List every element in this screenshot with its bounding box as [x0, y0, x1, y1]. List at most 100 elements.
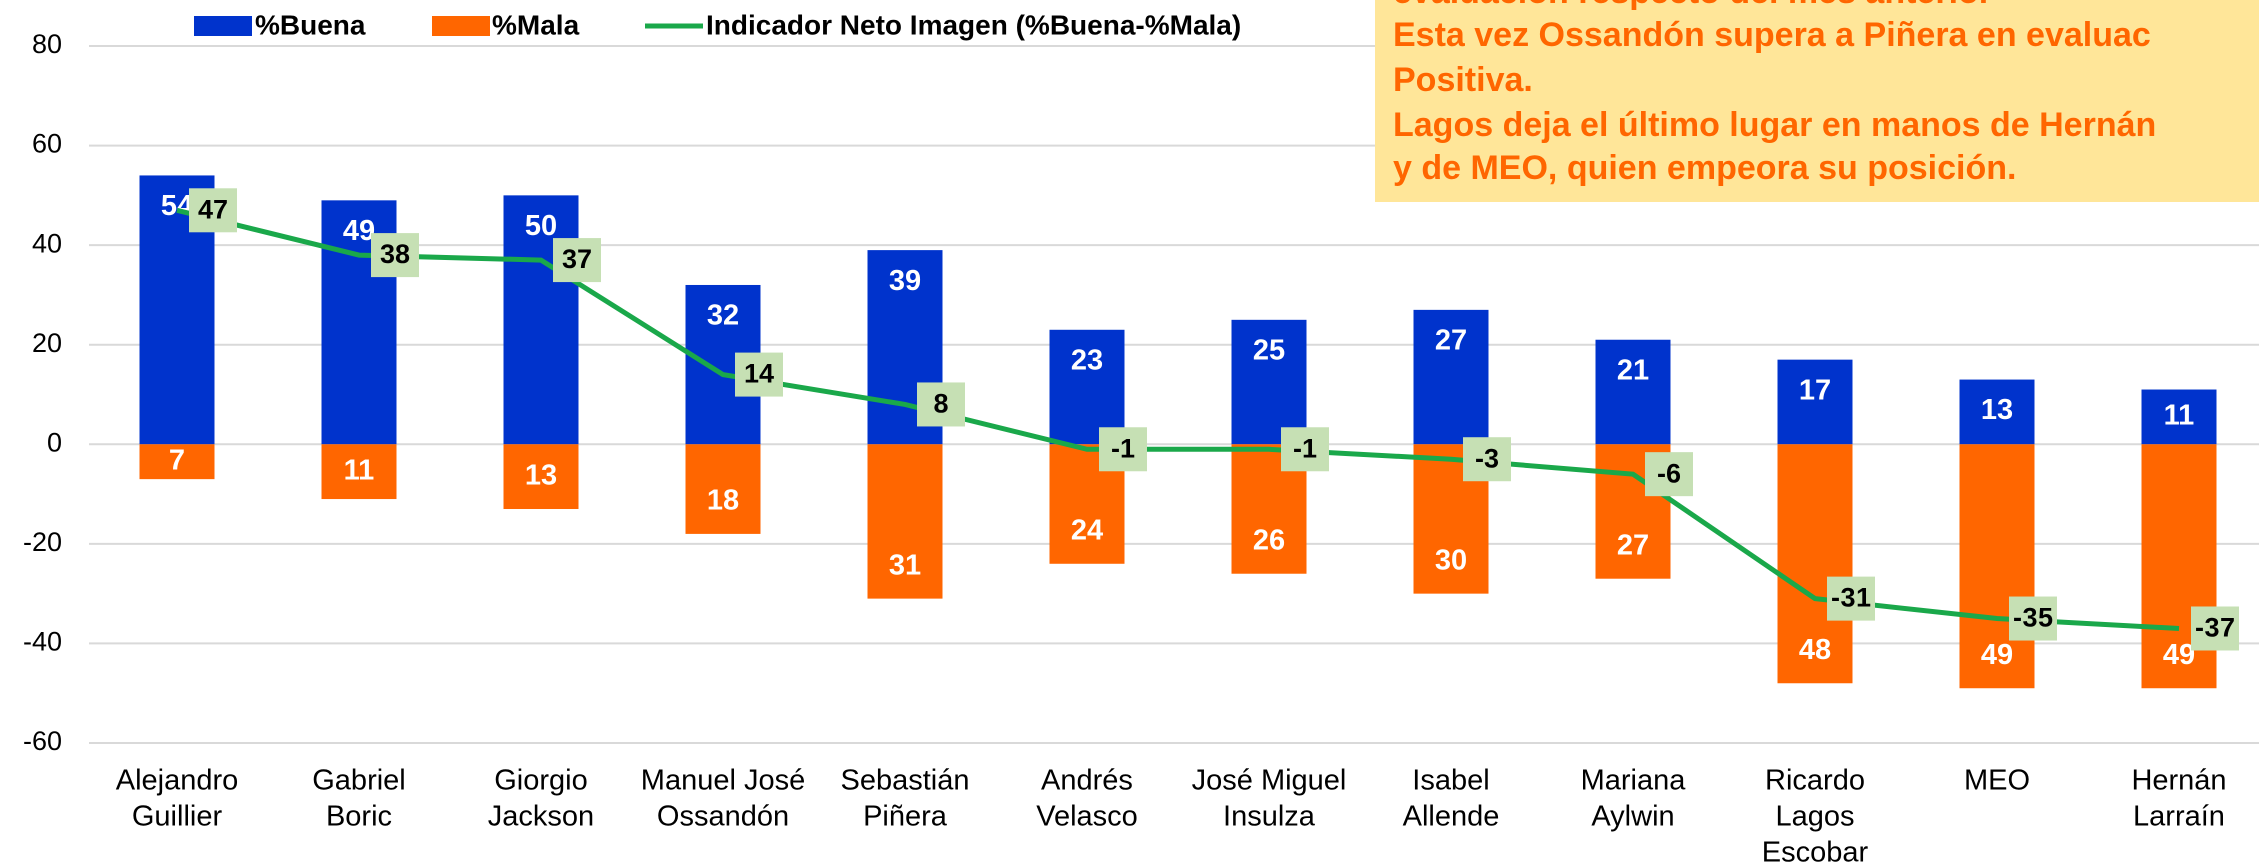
- y-tick-label: 0: [47, 427, 62, 457]
- x-tick-label: Lagos: [1775, 801, 1854, 833]
- data-label-box: [2009, 596, 2057, 641]
- x-tick-label: Allende: [1403, 801, 1500, 833]
- y-tick-label: -40: [23, 627, 62, 657]
- data-label: 23: [1071, 344, 1103, 376]
- data-label: -37: [2195, 613, 2235, 643]
- data-label: 31: [889, 549, 921, 581]
- legend-swatch: [432, 16, 490, 36]
- x-tick-label: Jackson: [488, 801, 594, 833]
- x-tick-label: Isabel: [1412, 765, 1489, 797]
- x-tick-label: Insulza: [1223, 801, 1316, 833]
- data-label: 18: [707, 485, 739, 517]
- x-tick-label: Escobar: [1762, 837, 1869, 868]
- bar: [1231, 319, 1307, 445]
- x-tick-label: Alejandro: [116, 765, 239, 797]
- data-label: 24: [1071, 514, 1103, 546]
- x-tick-label: MEO: [1964, 765, 2030, 797]
- x-tick-label: Piñera: [863, 801, 948, 833]
- x-tick-label: Manuel José: [641, 765, 805, 797]
- data-label-box: [1827, 576, 1875, 621]
- data-label: 37: [562, 244, 592, 274]
- data-label: 25: [1253, 334, 1285, 366]
- legend-swatch: [194, 16, 252, 36]
- data-label: 30: [1435, 544, 1467, 576]
- bar: [1959, 379, 2035, 445]
- annotation: evaluación respecto del mes anterior: [1393, 0, 1992, 11]
- x-tick-label: Mariana: [1581, 765, 1687, 797]
- x-tick-label: Aylwin: [1591, 801, 1674, 833]
- data-label: -6: [1657, 458, 1681, 488]
- data-label-box: [553, 238, 601, 283]
- data-label: 8: [933, 389, 948, 419]
- y-tick-label: -20: [23, 527, 62, 557]
- bar: [321, 444, 397, 500]
- data-label: 13: [525, 460, 557, 492]
- data-label: 27: [1435, 325, 1467, 357]
- bar: [1413, 309, 1489, 445]
- data-label: 47: [198, 194, 228, 224]
- data-label: 38: [380, 239, 410, 269]
- data-label: 26: [1253, 524, 1285, 556]
- data-label: 49: [1981, 639, 2013, 671]
- data-label: -35: [2013, 603, 2053, 633]
- annotation: Lagos deja el último lugar en manos de H…: [1393, 106, 2156, 144]
- bar: [503, 444, 579, 510]
- x-tick-label: Guillier: [132, 801, 223, 833]
- data-label: 14: [744, 359, 774, 389]
- data-label: 7: [169, 444, 185, 476]
- data-label-box: [917, 382, 965, 427]
- y-tick-label: 60: [32, 129, 62, 159]
- data-label-box: [735, 352, 783, 397]
- data-label: 21: [1617, 354, 1649, 386]
- data-label-box: [1645, 452, 1693, 497]
- data-label: -3: [1475, 443, 1499, 473]
- data-label-box: [1099, 427, 1147, 472]
- data-label-box: [2191, 606, 2239, 651]
- bar: [867, 444, 943, 599]
- x-tick-label: Sebastián: [841, 765, 970, 797]
- x-tick-label: Hernán: [2131, 765, 2226, 797]
- data-label-box: [1281, 427, 1329, 472]
- data-label: -31: [1831, 583, 1871, 613]
- bar: [1777, 359, 1853, 445]
- bar: [1595, 339, 1671, 445]
- y-tick-label: -60: [23, 726, 62, 756]
- bar: [2141, 389, 2217, 445]
- y-tick-label: 20: [32, 328, 62, 358]
- x-tick-label: Larraín: [2133, 801, 2225, 833]
- data-label-box: [1463, 437, 1511, 482]
- legend-label: %Buena: [255, 9, 366, 40]
- data-label: 48: [1799, 634, 1831, 666]
- data-label: 11: [2164, 400, 2195, 432]
- x-tick-label: Ricardo: [1765, 765, 1865, 797]
- y-tick-label: 40: [32, 228, 62, 258]
- line: [176, 207, 2180, 631]
- bar: [1959, 444, 2035, 689]
- x-tick-label: José Miguel: [1192, 765, 1347, 797]
- data-label: 17: [1799, 374, 1831, 406]
- legend-label: %Mala: [492, 9, 580, 40]
- data-label: 39: [889, 265, 921, 297]
- legend-label: Indicador Neto Imagen (%Buena-%Mala): [706, 9, 1241, 40]
- x-tick-label: Giorgio: [494, 765, 588, 797]
- bar: [1777, 444, 1853, 684]
- x-tick-label: Ossandón: [657, 801, 789, 833]
- data-label: 32: [707, 300, 739, 332]
- data-label: 27: [1617, 529, 1649, 561]
- data-label-box: [371, 233, 419, 278]
- data-label: 13: [1981, 394, 2013, 426]
- y-tick-label: 80: [32, 29, 62, 59]
- x-tick-label: Boric: [326, 801, 392, 833]
- data-label: -1: [1111, 433, 1135, 463]
- data-label: 49: [2163, 639, 2195, 671]
- annotation: Esta vez Ossandón supera a Piñera en eva…: [1393, 16, 2151, 54]
- data-label: 49: [343, 215, 375, 247]
- data-label-box: [189, 188, 237, 233]
- annotation: y de MEO, quien empeora su posición.: [1393, 149, 2016, 187]
- annotation-box: [1375, 0, 2259, 202]
- data-label: 11: [344, 454, 375, 486]
- bar: [139, 444, 215, 480]
- data-label: 50: [525, 210, 557, 242]
- annotation: Positiva.: [1393, 61, 1533, 99]
